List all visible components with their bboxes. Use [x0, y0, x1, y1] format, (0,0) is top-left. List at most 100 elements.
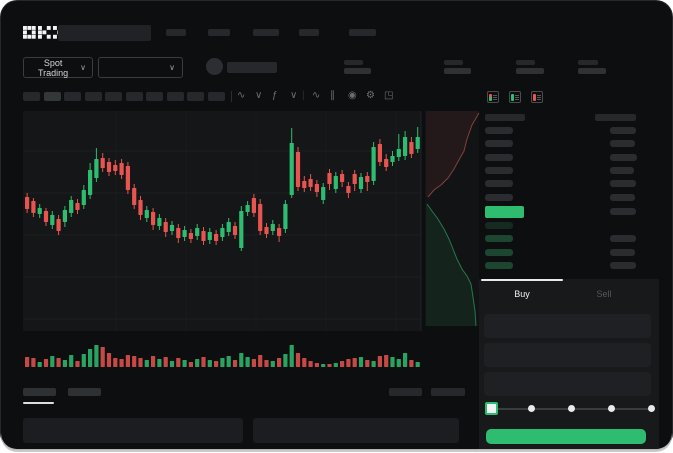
bid-row[interactable] [481, 260, 659, 272]
ask-amount-placeholder [610, 193, 635, 201]
ask-price-placeholder [485, 153, 513, 161]
nav-item-placeholder[interactable] [208, 29, 230, 36]
ask-price-placeholder [485, 180, 513, 188]
toolbar-button-placeholder[interactable] [105, 92, 122, 101]
toolbar-button-placeholder[interactable] [167, 92, 184, 101]
ask-amount-placeholder [610, 166, 634, 174]
fullscreen-icon[interactable]: ◳ [384, 90, 394, 101]
bid-amount-placeholder [610, 261, 636, 269]
ask-amount-placeholder [610, 140, 635, 148]
okx-logo[interactable] [23, 25, 66, 40]
ask-row[interactable] [481, 178, 659, 190]
book-asks-only-icon[interactable] [531, 91, 543, 103]
bid-amount-placeholder [610, 248, 635, 256]
order-input-field[interactable] [484, 343, 651, 367]
ask-row[interactable] [481, 192, 659, 204]
orderbook-price-header-placeholder [485, 114, 525, 121]
line-tools-icon[interactable]: ∿ [312, 90, 321, 101]
pair-selector-dropdown[interactable]: ∨ [98, 57, 183, 78]
orderbook-amount-header-placeholder [595, 114, 636, 121]
last-price-row[interactable] [481, 204, 659, 219]
bid-price-placeholder [485, 261, 513, 269]
bottom-panel-placeholder [23, 418, 243, 443]
ask-row[interactable] [481, 165, 659, 177]
slider-stop-dot[interactable] [527, 405, 535, 412]
ticker-stat-value-placeholder [516, 68, 544, 74]
toolbar-divider: | [302, 90, 305, 101]
bottom-tab-active-underline [23, 402, 54, 404]
ask-price-placeholder [485, 166, 513, 174]
active-tab-indicator [481, 279, 563, 281]
ask-price-placeholder [485, 127, 513, 134]
search-placeholder[interactable] [58, 25, 151, 41]
bottom-action-placeholder[interactable] [431, 388, 465, 396]
slider-handle[interactable] [485, 402, 498, 415]
buy-submit-button[interactable] [486, 429, 646, 444]
bid-row[interactable] [481, 233, 659, 245]
ask-amount-placeholder [610, 153, 637, 161]
last-price-highlight [485, 206, 524, 218]
book-both-sides-icon[interactable] [487, 91, 499, 103]
chevron-down-icon[interactable]: ∨ [255, 90, 263, 101]
compare-icon[interactable]: ∥ [330, 90, 335, 101]
toolbar-button-placeholder[interactable] [146, 92, 163, 101]
toolbar-button-placeholder[interactable] [23, 92, 40, 101]
ask-row[interactable] [481, 152, 659, 164]
nav-item-placeholder[interactable] [349, 29, 376, 36]
bid-price-placeholder [485, 222, 513, 229]
chevron-down-icon: ∨ [169, 62, 175, 72]
ask-amount-placeholder [610, 180, 636, 188]
bottom-panel-placeholder [253, 418, 459, 443]
ask-amount-placeholder [610, 208, 636, 215]
order-input-field[interactable] [484, 372, 651, 396]
market-type-label: Spot Trading [37, 57, 69, 78]
ticker-stat-value-placeholder [578, 68, 606, 74]
bottom-tab-placeholder[interactable] [68, 388, 101, 396]
bottom-action-placeholder[interactable] [389, 388, 422, 396]
bid-row[interactable] [481, 220, 659, 232]
bid-price-placeholder [485, 248, 513, 256]
ticker-stat-value-placeholder [344, 68, 371, 74]
chevron-down-icon[interactable]: ∨ [290, 90, 298, 101]
bid-amount-placeholder [610, 235, 636, 243]
ticker-stat-value-placeholder [444, 68, 471, 74]
toolbar-button-placeholder[interactable] [85, 92, 102, 101]
camera-snapshot-icon[interactable]: ◉ [348, 90, 357, 101]
slider-stop-dot[interactable] [607, 405, 615, 412]
bid-price-placeholder [485, 235, 513, 243]
order-input-field[interactable] [484, 314, 651, 338]
ticker-stat-label-placeholder [578, 60, 598, 65]
toolbar-button-placeholder[interactable] [44, 92, 61, 101]
toolbar-button-placeholder[interactable] [187, 92, 204, 101]
ask-price-placeholder [485, 193, 513, 201]
nav-item-placeholder[interactable] [253, 29, 279, 36]
ask-price-placeholder [485, 140, 513, 148]
ticker-stat-label-placeholder [344, 60, 363, 65]
toolbar-button-placeholder[interactable] [208, 92, 225, 101]
toolbar-divider [231, 91, 232, 102]
functions-icon[interactable]: ƒ [272, 90, 278, 101]
coin-avatar [206, 58, 223, 75]
toolbar-button-placeholder[interactable] [126, 92, 143, 101]
nav-item-placeholder[interactable] [299, 29, 319, 36]
tab-sell[interactable]: Sell [596, 289, 612, 299]
ticker-stat-label-placeholder [444, 60, 463, 65]
bottom-tab-placeholder[interactable] [23, 388, 56, 396]
bid-row[interactable] [481, 247, 659, 259]
nav-item-placeholder[interactable] [166, 29, 186, 36]
indicators-icon[interactable]: ∿ [237, 90, 246, 101]
ask-row[interactable] [481, 125, 659, 137]
pair-name-placeholder [227, 62, 277, 73]
toolbar-button-placeholder[interactable] [64, 92, 81, 101]
ticker-stat-label-placeholder [516, 60, 535, 65]
chevron-down-icon: ∨ [80, 62, 86, 72]
ask-amount-placeholder [610, 127, 636, 134]
settings-gear-icon[interactable]: ⚙ [366, 90, 375, 101]
slider-stop-dot[interactable] [567, 405, 575, 412]
book-bids-only-icon[interactable] [509, 91, 521, 103]
tab-buy[interactable]: Buy [514, 289, 530, 299]
ask-row[interactable] [481, 138, 659, 150]
market-type-dropdown[interactable]: Spot Trading ∨ [23, 57, 93, 78]
slider-stop-dot[interactable] [647, 405, 655, 412]
